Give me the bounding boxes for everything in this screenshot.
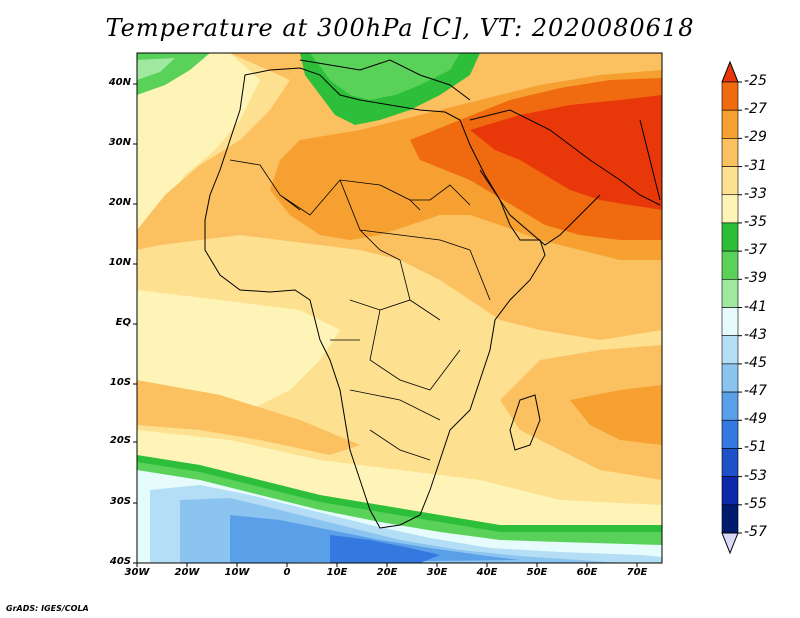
colorbar-label: -45 <box>744 354 767 371</box>
lon-label: 10E <box>326 567 348 578</box>
lon-label: 60E <box>576 567 598 578</box>
colorbar-swatch <box>721 504 739 534</box>
field-lightorange-sw <box>137 380 360 455</box>
internal-borders <box>229 159 491 461</box>
colorbar-label: -51 <box>744 439 767 456</box>
lat-label: 10S <box>109 377 131 388</box>
lon-label: 20W <box>174 567 200 578</box>
colorbar-label: -49 <box>744 411 767 428</box>
colorbar-swatch <box>721 109 739 139</box>
colorbar-swatch <box>721 335 739 365</box>
lat-label: 20N <box>108 197 131 208</box>
colorbar-label: -43 <box>744 326 767 343</box>
map-frame <box>136 52 663 564</box>
lat-label: 10N <box>108 257 131 268</box>
lat-label: 40N <box>108 77 131 88</box>
lon-label: 0 <box>283 567 291 578</box>
colorbar-label: -25 <box>744 73 767 89</box>
colorbar-label: -53 <box>744 467 767 484</box>
lon-label: 30W <box>124 567 150 578</box>
india-coast <box>639 119 661 201</box>
africa-coast <box>204 67 546 529</box>
lat-label: 30S <box>109 496 131 507</box>
lat-ticks <box>133 83 137 564</box>
field-pale-south <box>137 430 662 540</box>
colorbar-top-arrow <box>721 60 739 83</box>
lon-label: 20E <box>376 567 398 578</box>
field-orange-east <box>570 385 662 445</box>
lon-ticks <box>136 563 638 567</box>
coastlines <box>204 59 661 529</box>
field-palegreen-nw <box>137 58 175 80</box>
colorbar-label: -29 <box>744 129 767 146</box>
colorbar-swatch <box>721 166 739 196</box>
lon-label: 10W <box>224 567 250 578</box>
lon-label: 70E <box>626 567 648 578</box>
field-deepblue-south <box>330 535 440 563</box>
lon-label: 40E <box>476 567 498 578</box>
colorbar-swatch <box>721 476 739 506</box>
lat-label: EQ <box>115 317 131 328</box>
colorbar-label: -33 <box>744 185 767 202</box>
colorbar-swatch <box>721 81 739 111</box>
colorbar-swatch <box>721 279 739 308</box>
colorbar-label: -41 <box>744 298 767 315</box>
lon-label: 50E <box>526 567 548 578</box>
footer-credit: GrADS: IGES/COLA <box>6 604 89 613</box>
colorbar-label: -35 <box>744 213 767 230</box>
colorbar-label: -57 <box>744 524 767 540</box>
colorbar-swatch <box>721 307 739 336</box>
colorbar-swatch <box>721 194 739 224</box>
field-lightgreen-ne <box>310 53 460 100</box>
arabia-coast <box>469 109 661 246</box>
colorbar-label: -37 <box>744 242 767 259</box>
chart-title: Temperature at 300hPa [C], VT: 202008061… <box>105 14 695 42</box>
colorbar-bottom-arrow <box>721 532 739 555</box>
lat-label: 20S <box>109 435 131 446</box>
colorbar-swatch <box>721 419 739 449</box>
colorbar-swatch <box>721 448 739 477</box>
contour-fill-layer <box>137 53 662 563</box>
lon-label: 30E <box>426 567 448 578</box>
colorbar-label: -39 <box>744 270 767 287</box>
madagascar <box>509 394 541 451</box>
colorbar-label: -55 <box>744 495 767 512</box>
colorbar-swatch <box>721 363 739 393</box>
field-midblue-south <box>230 515 520 563</box>
colorbar-label: -47 <box>744 383 767 400</box>
lat-label: 40S <box>109 556 131 567</box>
lat-label: 30N <box>108 137 131 148</box>
colorbar <box>721 60 742 555</box>
field-pale-lower <box>137 290 340 420</box>
colorbar-label: -31 <box>744 157 767 174</box>
field-hot <box>470 95 662 210</box>
colorbar-swatch <box>721 250 739 280</box>
field-pale-west <box>137 53 260 230</box>
colorbar-swatch <box>721 391 739 421</box>
colorbar-swatch <box>721 138 739 167</box>
europe-coast <box>299 59 471 101</box>
colorbar-swatch <box>721 222 739 252</box>
colorbar-label: -27 <box>744 101 767 118</box>
